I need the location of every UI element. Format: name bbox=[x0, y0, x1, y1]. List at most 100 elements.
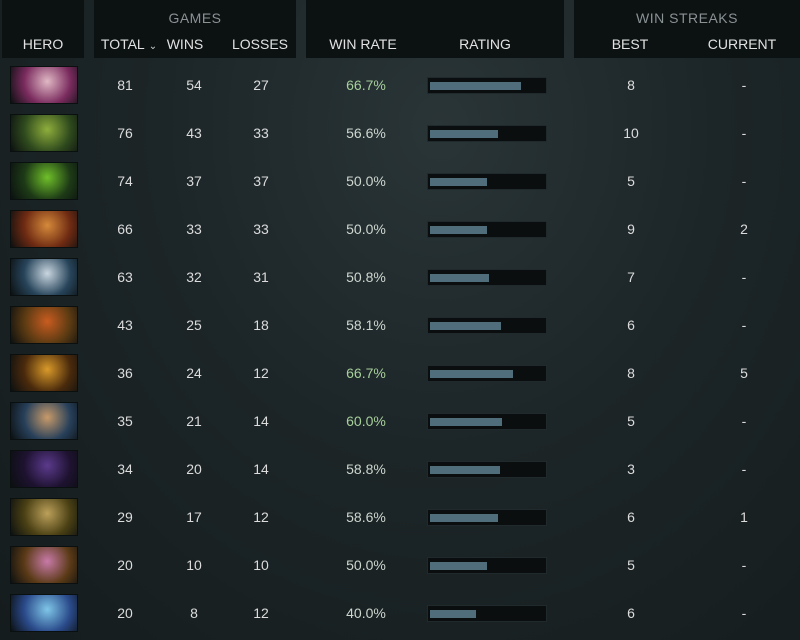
cell-losses: 14 bbox=[253, 413, 269, 429]
cell-losses: 18 bbox=[253, 317, 269, 333]
table-row[interactable]: 43 25 18 58.1% 6 - bbox=[0, 303, 800, 347]
cell-wins: 33 bbox=[186, 221, 202, 237]
table-row[interactable]: 81 54 27 66.7% 8 - bbox=[0, 63, 800, 107]
rating-bar-fill bbox=[430, 418, 502, 426]
chevron-down-icon: ⌄ bbox=[148, 41, 158, 52]
table-row[interactable]: 74 37 37 50.0% 5 - bbox=[0, 159, 800, 203]
cell-best: 6 bbox=[627, 317, 635, 333]
cell-best: 10 bbox=[623, 125, 639, 141]
cell-wins: 32 bbox=[186, 269, 202, 285]
cell-best: 7 bbox=[627, 269, 635, 285]
cell-losses: 14 bbox=[253, 461, 269, 477]
cell-losses: 10 bbox=[253, 557, 269, 573]
cell-total: 20 bbox=[117, 557, 133, 573]
cell-win-rate: 50.8% bbox=[346, 269, 386, 285]
table-row[interactable]: 29 17 12 58.6% 6 1 bbox=[0, 495, 800, 539]
header-total[interactable]: TOTAL ⌄ bbox=[96, 36, 162, 52]
cell-losses: 31 bbox=[253, 269, 269, 285]
table-row[interactable]: 76 43 33 56.6% 10 - bbox=[0, 111, 800, 155]
cell-win-rate: 58.1% bbox=[346, 317, 386, 333]
cell-win-rate: 56.6% bbox=[346, 125, 386, 141]
rating-bar-fill bbox=[430, 82, 521, 90]
rating-bar-fill bbox=[430, 562, 487, 570]
hero-portrait[interactable] bbox=[10, 258, 78, 296]
rating-bar bbox=[427, 173, 547, 190]
header-games-block bbox=[94, 0, 296, 58]
hero-portrait[interactable] bbox=[10, 354, 78, 392]
cell-current: - bbox=[741, 77, 747, 93]
header-hero[interactable]: HERO bbox=[22, 36, 64, 52]
rating-bar-fill bbox=[430, 610, 476, 618]
cell-losses: 12 bbox=[253, 509, 269, 525]
header-losses[interactable]: LOSSES bbox=[231, 36, 289, 52]
rating-bar bbox=[427, 77, 547, 94]
rating-bar bbox=[427, 125, 547, 142]
table-row[interactable]: 20 10 10 50.0% 5 - bbox=[0, 543, 800, 587]
cell-win-rate: 50.0% bbox=[346, 557, 386, 573]
hero-portrait[interactable] bbox=[10, 546, 78, 584]
rating-bar-fill bbox=[430, 370, 513, 378]
cell-win-rate: 40.0% bbox=[346, 605, 386, 621]
hero-portrait[interactable] bbox=[10, 450, 78, 488]
header-current[interactable]: CURRENT bbox=[707, 36, 777, 52]
rating-bar bbox=[427, 221, 547, 238]
cell-current: - bbox=[741, 605, 747, 621]
header-hero-block bbox=[2, 0, 84, 58]
hero-portrait[interactable] bbox=[10, 210, 78, 248]
hero-portrait[interactable] bbox=[10, 162, 78, 200]
cell-win-rate: 66.7% bbox=[346, 77, 386, 93]
cell-best: 8 bbox=[627, 77, 635, 93]
cell-current: - bbox=[741, 317, 747, 333]
cell-wins: 8 bbox=[190, 605, 198, 621]
cell-wins: 17 bbox=[186, 509, 202, 525]
cell-current: - bbox=[741, 173, 747, 189]
rating-bar-fill bbox=[430, 514, 498, 522]
rating-bar bbox=[427, 269, 547, 286]
cell-current: - bbox=[741, 269, 747, 285]
cell-wins: 10 bbox=[186, 557, 202, 573]
cell-total: 34 bbox=[117, 461, 133, 477]
rating-bar-fill bbox=[430, 322, 501, 330]
rating-bar bbox=[427, 365, 547, 382]
cell-total: 35 bbox=[117, 413, 133, 429]
cell-best: 9 bbox=[627, 221, 635, 237]
cell-total: 76 bbox=[117, 125, 133, 141]
cell-best: 3 bbox=[627, 461, 635, 477]
hero-portrait[interactable] bbox=[10, 66, 78, 104]
header-win-rate[interactable]: WIN RATE bbox=[329, 36, 397, 52]
cell-total: 66 bbox=[117, 221, 133, 237]
cell-current: - bbox=[741, 461, 747, 477]
hero-portrait[interactable] bbox=[10, 306, 78, 344]
table-row[interactable]: 35 21 14 60.0% 5 - bbox=[0, 399, 800, 443]
cell-total: 36 bbox=[117, 365, 133, 381]
cell-current: - bbox=[741, 125, 747, 141]
cell-best: 6 bbox=[627, 605, 635, 621]
header-rating[interactable]: RATING bbox=[459, 36, 511, 52]
rating-bar bbox=[427, 557, 547, 574]
rating-bar bbox=[427, 605, 547, 622]
header-wins[interactable]: WINS bbox=[166, 36, 204, 52]
table-row[interactable]: 20 8 12 40.0% 6 - bbox=[0, 591, 800, 635]
table-row[interactable]: 66 33 33 50.0% 9 2 bbox=[0, 207, 800, 251]
hero-portrait[interactable] bbox=[10, 114, 78, 152]
cell-total: 29 bbox=[117, 509, 133, 525]
table-row[interactable]: 63 32 31 50.8% 7 - bbox=[0, 255, 800, 299]
header-best[interactable]: BEST bbox=[611, 36, 649, 52]
hero-portrait[interactable] bbox=[10, 498, 78, 536]
rating-bar bbox=[427, 509, 547, 526]
cell-best: 6 bbox=[627, 509, 635, 525]
table-row[interactable]: 34 20 14 58.8% 3 - bbox=[0, 447, 800, 491]
table-row[interactable]: 36 24 12 66.7% 8 5 bbox=[0, 351, 800, 395]
cell-best: 5 bbox=[627, 557, 635, 573]
hero-portrait[interactable] bbox=[10, 402, 78, 440]
rating-bar-fill bbox=[430, 274, 489, 282]
cell-losses: 37 bbox=[253, 173, 269, 189]
header-streaks-block bbox=[574, 0, 800, 58]
rating-bar-fill bbox=[430, 130, 498, 138]
hero-portrait[interactable] bbox=[10, 594, 78, 632]
cell-current: 1 bbox=[740, 509, 748, 525]
cell-best: 8 bbox=[627, 365, 635, 381]
cell-current: - bbox=[741, 557, 747, 573]
cell-wins: 25 bbox=[186, 317, 202, 333]
rating-bar-fill bbox=[430, 466, 500, 474]
